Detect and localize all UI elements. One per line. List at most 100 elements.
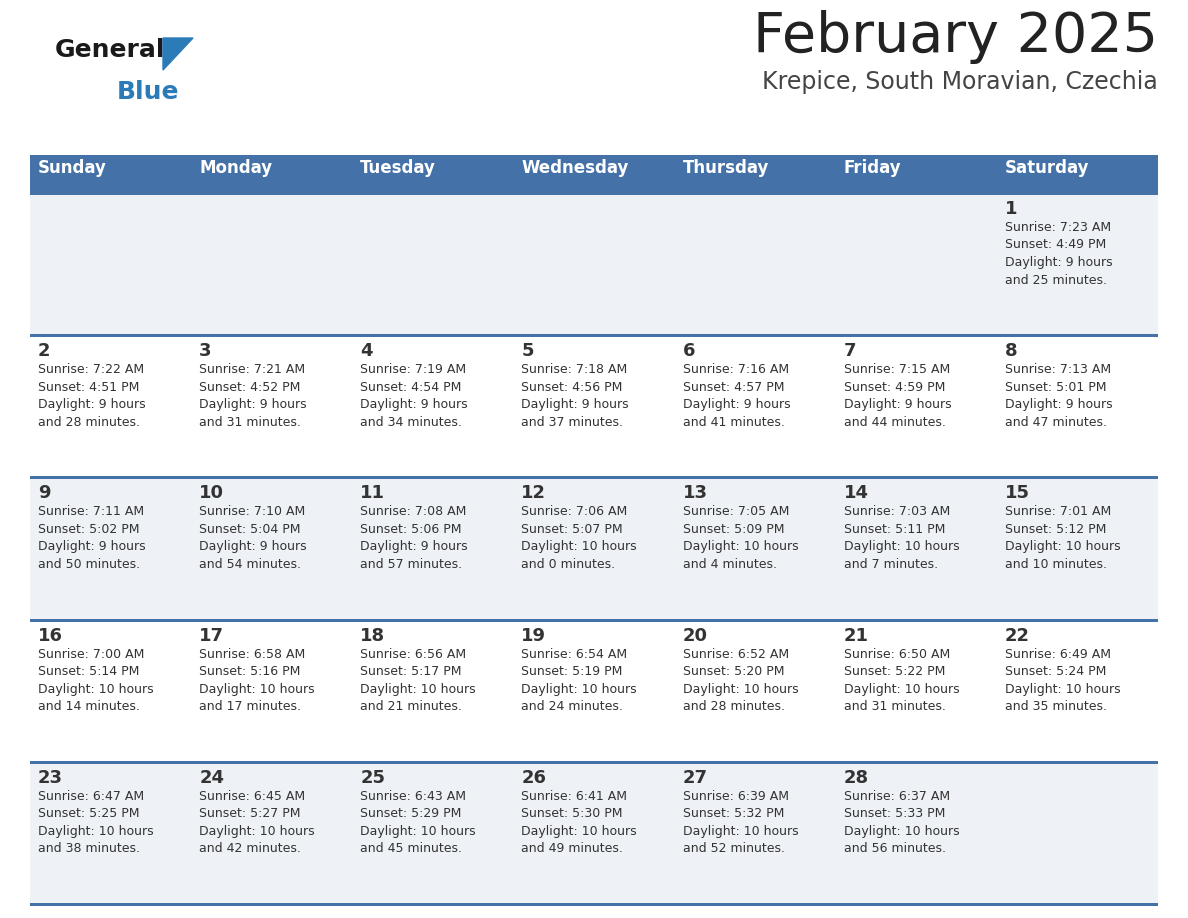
Text: Sunrise: 7:05 AM: Sunrise: 7:05 AM [683,506,789,519]
Text: Sunset: 5:04 PM: Sunset: 5:04 PM [200,523,301,536]
Text: Sunrise: 7:13 AM: Sunrise: 7:13 AM [1005,364,1111,376]
Text: Daylight: 10 hours: Daylight: 10 hours [522,541,637,554]
Text: Sunset: 5:32 PM: Sunset: 5:32 PM [683,807,784,821]
Text: Daylight: 9 hours: Daylight: 9 hours [38,541,146,554]
Text: 14: 14 [843,485,868,502]
Text: Sunrise: 6:39 AM: Sunrise: 6:39 AM [683,789,789,803]
Text: Sunrise: 7:19 AM: Sunrise: 7:19 AM [360,364,467,376]
Text: and 14 minutes.: and 14 minutes. [38,700,140,713]
Text: and 44 minutes.: and 44 minutes. [843,416,946,429]
Text: Sunrise: 7:11 AM: Sunrise: 7:11 AM [38,506,144,519]
Text: Sunrise: 7:15 AM: Sunrise: 7:15 AM [843,364,950,376]
Text: Sunrise: 6:56 AM: Sunrise: 6:56 AM [360,647,467,661]
Text: and 34 minutes.: and 34 minutes. [360,416,462,429]
Bar [30,479,1158,619]
Text: Sunrise: 6:47 AM: Sunrise: 6:47 AM [38,789,144,803]
Text: Daylight: 9 hours: Daylight: 9 hours [683,398,790,411]
Text: 4: 4 [360,342,373,360]
Text: and 0 minutes.: and 0 minutes. [522,558,615,571]
Text: Daylight: 9 hours: Daylight: 9 hours [200,541,307,554]
Text: General: General [55,38,165,62]
Text: Sunrise: 6:37 AM: Sunrise: 6:37 AM [843,789,950,803]
Text: Daylight: 10 hours: Daylight: 10 hours [683,683,798,696]
Text: Sunset: 4:54 PM: Sunset: 4:54 PM [360,381,462,394]
Text: Daylight: 10 hours: Daylight: 10 hours [200,683,315,696]
Text: 26: 26 [522,768,546,787]
Text: Daylight: 10 hours: Daylight: 10 hours [200,824,315,838]
Bar [30,195,1158,334]
Text: and 42 minutes.: and 42 minutes. [200,843,301,856]
Text: Sunset: 5:25 PM: Sunset: 5:25 PM [38,807,139,821]
Text: Sunrise: 7:16 AM: Sunrise: 7:16 AM [683,364,789,376]
Text: and 52 minutes.: and 52 minutes. [683,843,784,856]
Text: and 25 minutes.: and 25 minutes. [1005,274,1107,286]
Text: Daylight: 9 hours: Daylight: 9 hours [522,398,630,411]
Text: 17: 17 [200,627,225,644]
Text: and 45 minutes.: and 45 minutes. [360,843,462,856]
Text: Sunrise: 6:52 AM: Sunrise: 6:52 AM [683,647,789,661]
Text: Sunset: 5:24 PM: Sunset: 5:24 PM [1005,666,1106,678]
Text: 16: 16 [38,627,63,644]
Bar [30,192,1158,195]
Text: Sunset: 5:22 PM: Sunset: 5:22 PM [843,666,946,678]
Bar [30,476,1158,479]
Text: Wednesday: Wednesday [522,159,628,177]
Text: 5: 5 [522,342,533,360]
Text: Sunset: 5:01 PM: Sunset: 5:01 PM [1005,381,1106,394]
Text: Daylight: 10 hours: Daylight: 10 hours [683,541,798,554]
Text: Saturday: Saturday [1005,159,1089,177]
Text: Sunset: 4:52 PM: Sunset: 4:52 PM [200,381,301,394]
Text: Daylight: 10 hours: Daylight: 10 hours [1005,683,1120,696]
Text: Daylight: 10 hours: Daylight: 10 hours [360,683,476,696]
Text: Daylight: 10 hours: Daylight: 10 hours [843,824,960,838]
Bar [30,621,1158,761]
Text: and 57 minutes.: and 57 minutes. [360,558,462,571]
Text: and 4 minutes.: and 4 minutes. [683,558,777,571]
Text: Sunrise: 6:58 AM: Sunrise: 6:58 AM [200,647,305,661]
Text: Sunset: 5:19 PM: Sunset: 5:19 PM [522,666,623,678]
Text: Sunset: 5:02 PM: Sunset: 5:02 PM [38,523,139,536]
Text: Krepice, South Moravian, Czechia: Krepice, South Moravian, Czechia [763,70,1158,94]
Text: Sunset: 4:56 PM: Sunset: 4:56 PM [522,381,623,394]
Text: 7: 7 [843,342,857,360]
Text: Sunset: 4:49 PM: Sunset: 4:49 PM [1005,239,1106,252]
Text: and 28 minutes.: and 28 minutes. [683,700,784,713]
Text: 11: 11 [360,485,385,502]
Text: Monday: Monday [200,159,272,177]
Text: Daylight: 10 hours: Daylight: 10 hours [38,683,153,696]
Text: Sunrise: 6:43 AM: Sunrise: 6:43 AM [360,789,466,803]
Text: Sunset: 5:12 PM: Sunset: 5:12 PM [1005,523,1106,536]
Text: and 41 minutes.: and 41 minutes. [683,416,784,429]
Text: Daylight: 9 hours: Daylight: 9 hours [38,398,146,411]
Text: 2: 2 [38,342,51,360]
Text: Sunrise: 7:21 AM: Sunrise: 7:21 AM [200,364,305,376]
Text: Sunrise: 7:10 AM: Sunrise: 7:10 AM [200,506,305,519]
Text: 1: 1 [1005,200,1017,218]
Text: Blue: Blue [116,80,179,104]
Text: 20: 20 [683,627,708,644]
Text: 28: 28 [843,768,868,787]
Text: Sunrise: 7:18 AM: Sunrise: 7:18 AM [522,364,627,376]
Text: Sunrise: 6:54 AM: Sunrise: 6:54 AM [522,647,627,661]
Bar [30,334,1158,337]
Text: and 49 minutes.: and 49 minutes. [522,843,624,856]
Text: Sunset: 5:17 PM: Sunset: 5:17 PM [360,666,462,678]
Text: 19: 19 [522,627,546,644]
Text: Sunset: 5:09 PM: Sunset: 5:09 PM [683,523,784,536]
Text: Sunrise: 6:45 AM: Sunrise: 6:45 AM [200,789,305,803]
Text: Daylight: 9 hours: Daylight: 9 hours [360,541,468,554]
Text: 9: 9 [38,485,51,502]
Text: Sunrise: 6:50 AM: Sunrise: 6:50 AM [843,647,950,661]
Text: and 37 minutes.: and 37 minutes. [522,416,624,429]
Text: Sunset: 5:29 PM: Sunset: 5:29 PM [360,807,462,821]
Text: Sunrise: 6:49 AM: Sunrise: 6:49 AM [1005,647,1111,661]
Text: and 7 minutes.: and 7 minutes. [843,558,937,571]
Text: 10: 10 [200,485,225,502]
Text: Sunset: 5:16 PM: Sunset: 5:16 PM [200,666,301,678]
Text: 12: 12 [522,485,546,502]
Text: Sunrise: 7:08 AM: Sunrise: 7:08 AM [360,506,467,519]
Text: and 50 minutes.: and 50 minutes. [38,558,140,571]
Text: and 28 minutes.: and 28 minutes. [38,416,140,429]
Text: Sunset: 5:30 PM: Sunset: 5:30 PM [522,807,623,821]
Text: and 47 minutes.: and 47 minutes. [1005,416,1107,429]
